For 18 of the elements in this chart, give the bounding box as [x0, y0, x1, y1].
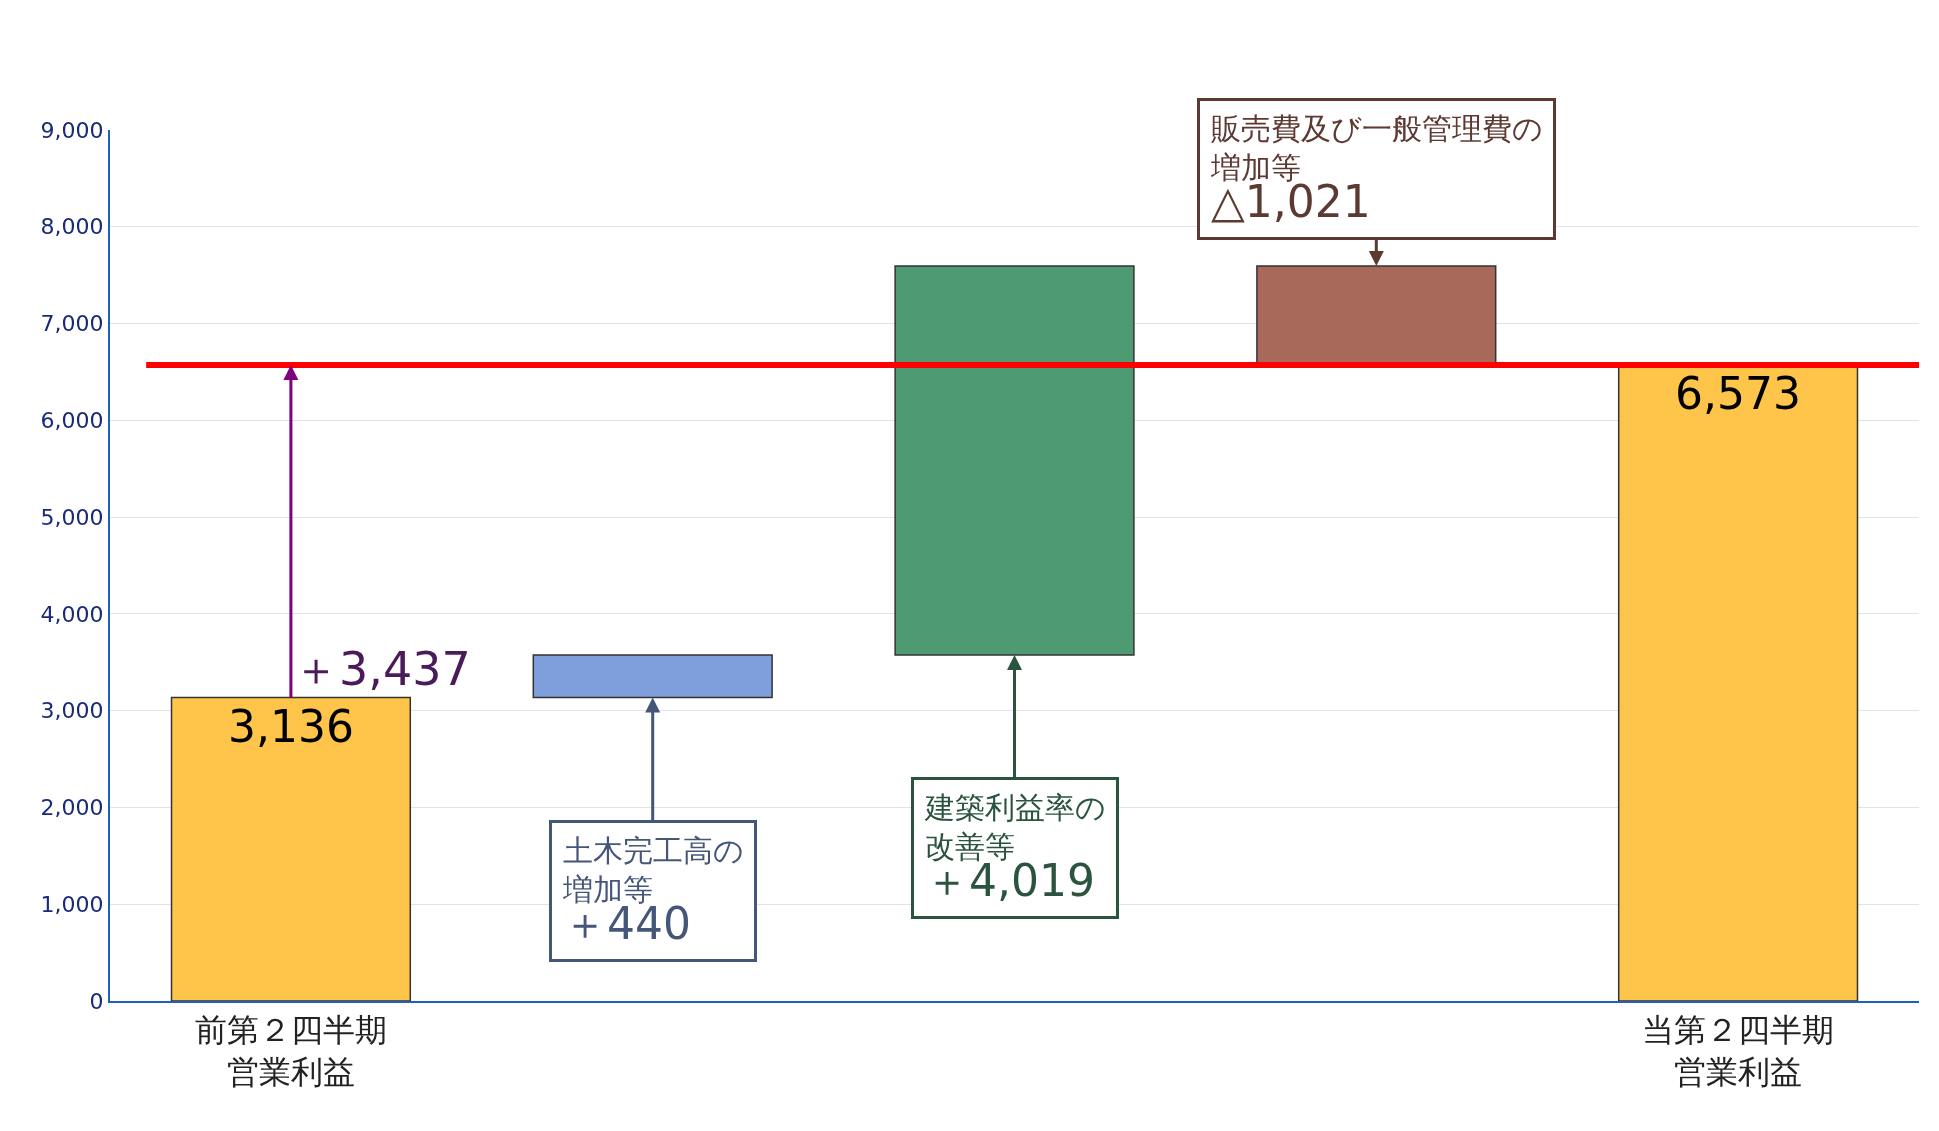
y-tick-label: 2,000: [40, 795, 104, 821]
annotation: ＋3,437: [293, 642, 471, 696]
y-tick-label: 4,000: [40, 601, 104, 627]
y-tick-label: 9,000: [40, 117, 104, 143]
bar: [532, 654, 773, 699]
y-tick-label: 8,000: [40, 214, 104, 240]
bar: [894, 265, 1135, 656]
x-tick-label: 前第２四半期営業利益: [194, 1011, 387, 1091]
data-label: 3,136: [227, 700, 354, 752]
data-label: 6,573: [1675, 367, 1802, 419]
bar: [170, 696, 412, 1001]
y-tick-label: 7,000: [40, 311, 104, 337]
y-tick-label: 0: [89, 988, 104, 1014]
y-tick-label: 6,000: [40, 408, 104, 434]
y-tick-label: 5,000: [40, 504, 104, 530]
x-tick-label: 当第２四半期営業利益: [1642, 1011, 1835, 1091]
y-tick-label: 3,000: [40, 698, 104, 724]
y-tick-label: 1,000: [40, 891, 104, 917]
